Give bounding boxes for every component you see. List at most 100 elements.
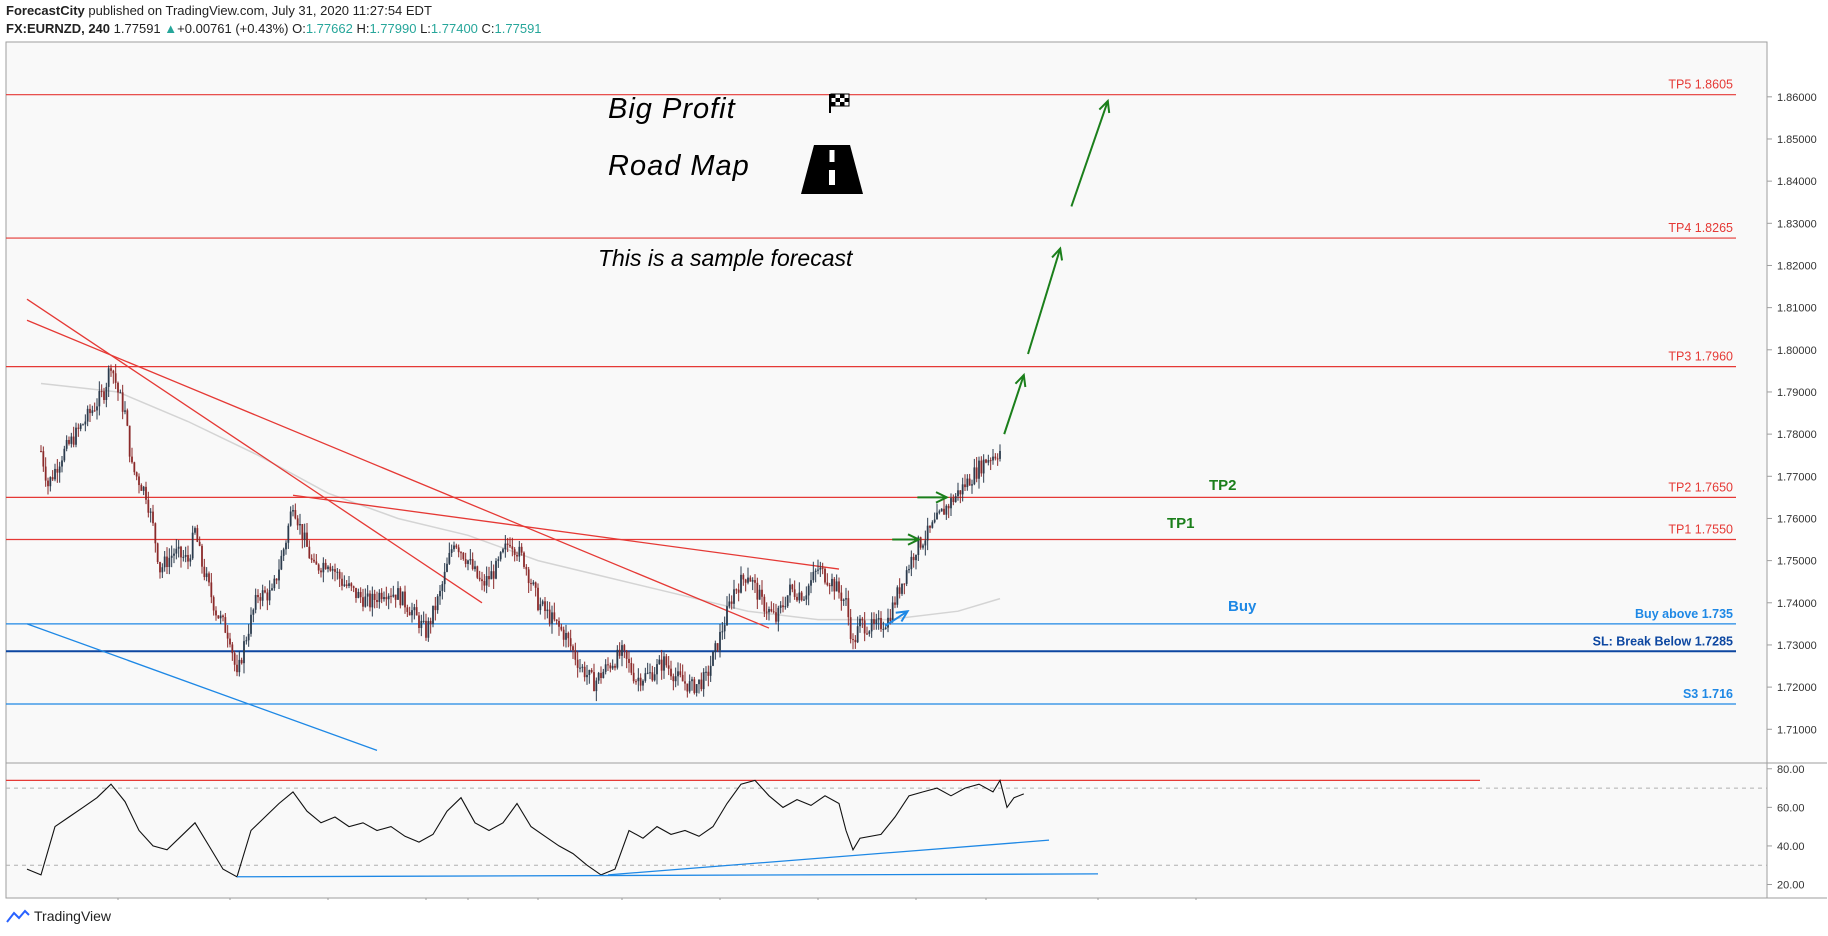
candle-body [523, 552, 525, 567]
candle-body [926, 525, 929, 541]
candle-body [474, 566, 476, 570]
candle-body [114, 373, 117, 383]
candle-body [609, 665, 612, 669]
candle-body [184, 554, 187, 557]
candle-body [714, 643, 717, 652]
candle-body [989, 460, 992, 462]
candle-body [677, 671, 679, 677]
trend-line[interactable] [26, 319, 770, 629]
price-tick-label: 1.74000 [1777, 598, 1817, 610]
price-tick-label: 1.73000 [1777, 640, 1817, 652]
candle-body [842, 599, 845, 601]
candle-body [453, 545, 455, 550]
candle-body [385, 597, 388, 600]
candle-body [590, 669, 593, 673]
candle-body [91, 410, 94, 414]
candle-body [135, 472, 138, 477]
candle-body [392, 594, 395, 597]
level-label: TP3 1.7960 [1668, 350, 1733, 364]
publisher-name[interactable]: ForecastCity [6, 3, 85, 18]
price-axis[interactable]: 1.71000 1.72000 1.73000 1.74000 1.75000 1.760… [1767, 92, 1817, 736]
candle-body [177, 546, 180, 549]
osc-trend-line[interactable] [607, 839, 1050, 876]
trend-line[interactable] [26, 623, 378, 751]
candle-body [782, 605, 784, 608]
candle-body [434, 605, 437, 611]
forecast-arrow-shaft[interactable] [1003, 374, 1025, 435]
high-value: 1.77990 [369, 21, 417, 36]
osc-tick-label: 60.00 [1777, 802, 1805, 814]
candle-body [236, 664, 238, 673]
osc-trend-line[interactable] [236, 873, 1099, 878]
candle-body [390, 595, 392, 597]
candle-body [310, 558, 313, 560]
candle-body [189, 558, 192, 562]
candle-body [623, 645, 626, 651]
candle-body [870, 619, 873, 632]
candle-body [884, 627, 887, 630]
level-label: TP5 1.8605 [1668, 78, 1733, 92]
candle-body [112, 370, 115, 374]
candle-body [705, 671, 707, 673]
candle-body [511, 546, 514, 550]
candle-body [646, 672, 649, 674]
candle-body [539, 604, 542, 611]
candle-body [159, 562, 161, 573]
oscillator-axis[interactable]: 20.00 40.00 60.00 80.00 [1767, 764, 1805, 892]
candle-body [439, 590, 441, 597]
candle-body [751, 580, 754, 582]
price-change: +0.00761 (+0.43%) [177, 21, 289, 36]
publish-text: published on TradingView.com, July 31, 2… [88, 3, 432, 18]
candle-body [411, 610, 413, 616]
candle-body [154, 523, 157, 544]
candle-body [716, 643, 719, 651]
candle-body [833, 578, 836, 592]
candle-body [828, 585, 831, 587]
candle-body [929, 525, 931, 528]
candle-body [490, 571, 493, 580]
candle-body [369, 593, 371, 608]
candle-body [187, 554, 189, 562]
candle-body [821, 567, 824, 569]
candle-body [658, 659, 661, 665]
chart-area[interactable]: 1.71000 1.72000 1.73000 1.74000 1.75000 1.760… [0, 0, 1828, 900]
candle-body [287, 525, 290, 543]
symbol-info-bar: FX:EURNZD, 240 1.77591 ▲+0.00761 (+0.43%… [6, 21, 542, 36]
forecast-arrow-shaft[interactable] [1027, 248, 1062, 355]
candle-body [350, 583, 353, 587]
candle-body [124, 410, 126, 412]
candle-body [924, 540, 927, 546]
candle-body [835, 581, 838, 592]
forecast-arrow-shaft[interactable] [1070, 100, 1109, 207]
candle-body [54, 468, 56, 480]
price-tick-label: 1.80000 [1777, 345, 1817, 357]
candle-body [530, 583, 532, 585]
symbol-label[interactable]: FX:EURNZD, 240 [6, 21, 111, 36]
candle-body [593, 672, 595, 692]
candle-body [306, 532, 308, 547]
time-axis[interactable]: Jun8152225Jul6132027Aug1017 [109, 898, 1202, 900]
tradingview-brand[interactable]: TradingView [6, 908, 111, 924]
candle-body [371, 593, 374, 608]
candle-body [987, 460, 990, 463]
candle-body [945, 505, 948, 515]
candle-body [259, 597, 262, 601]
candle-body [86, 408, 89, 422]
candle-body [240, 659, 243, 664]
candle-body [119, 392, 122, 394]
forecast-arrow-shaft[interactable] [884, 610, 909, 627]
candle-body [614, 665, 616, 668]
trend-line[interactable] [292, 494, 840, 570]
candle-body [810, 580, 812, 586]
candle-body [352, 586, 355, 588]
candle-body [224, 617, 227, 633]
candle-body [273, 578, 276, 589]
candle-body [303, 532, 306, 540]
candle-body [791, 584, 794, 590]
candle-body [317, 564, 320, 571]
trend-line[interactable] [26, 298, 483, 604]
candle-body [58, 466, 61, 473]
candle-body [280, 555, 283, 570]
candle-body [166, 556, 168, 568]
osc-tick-label: 20.00 [1777, 880, 1805, 892]
